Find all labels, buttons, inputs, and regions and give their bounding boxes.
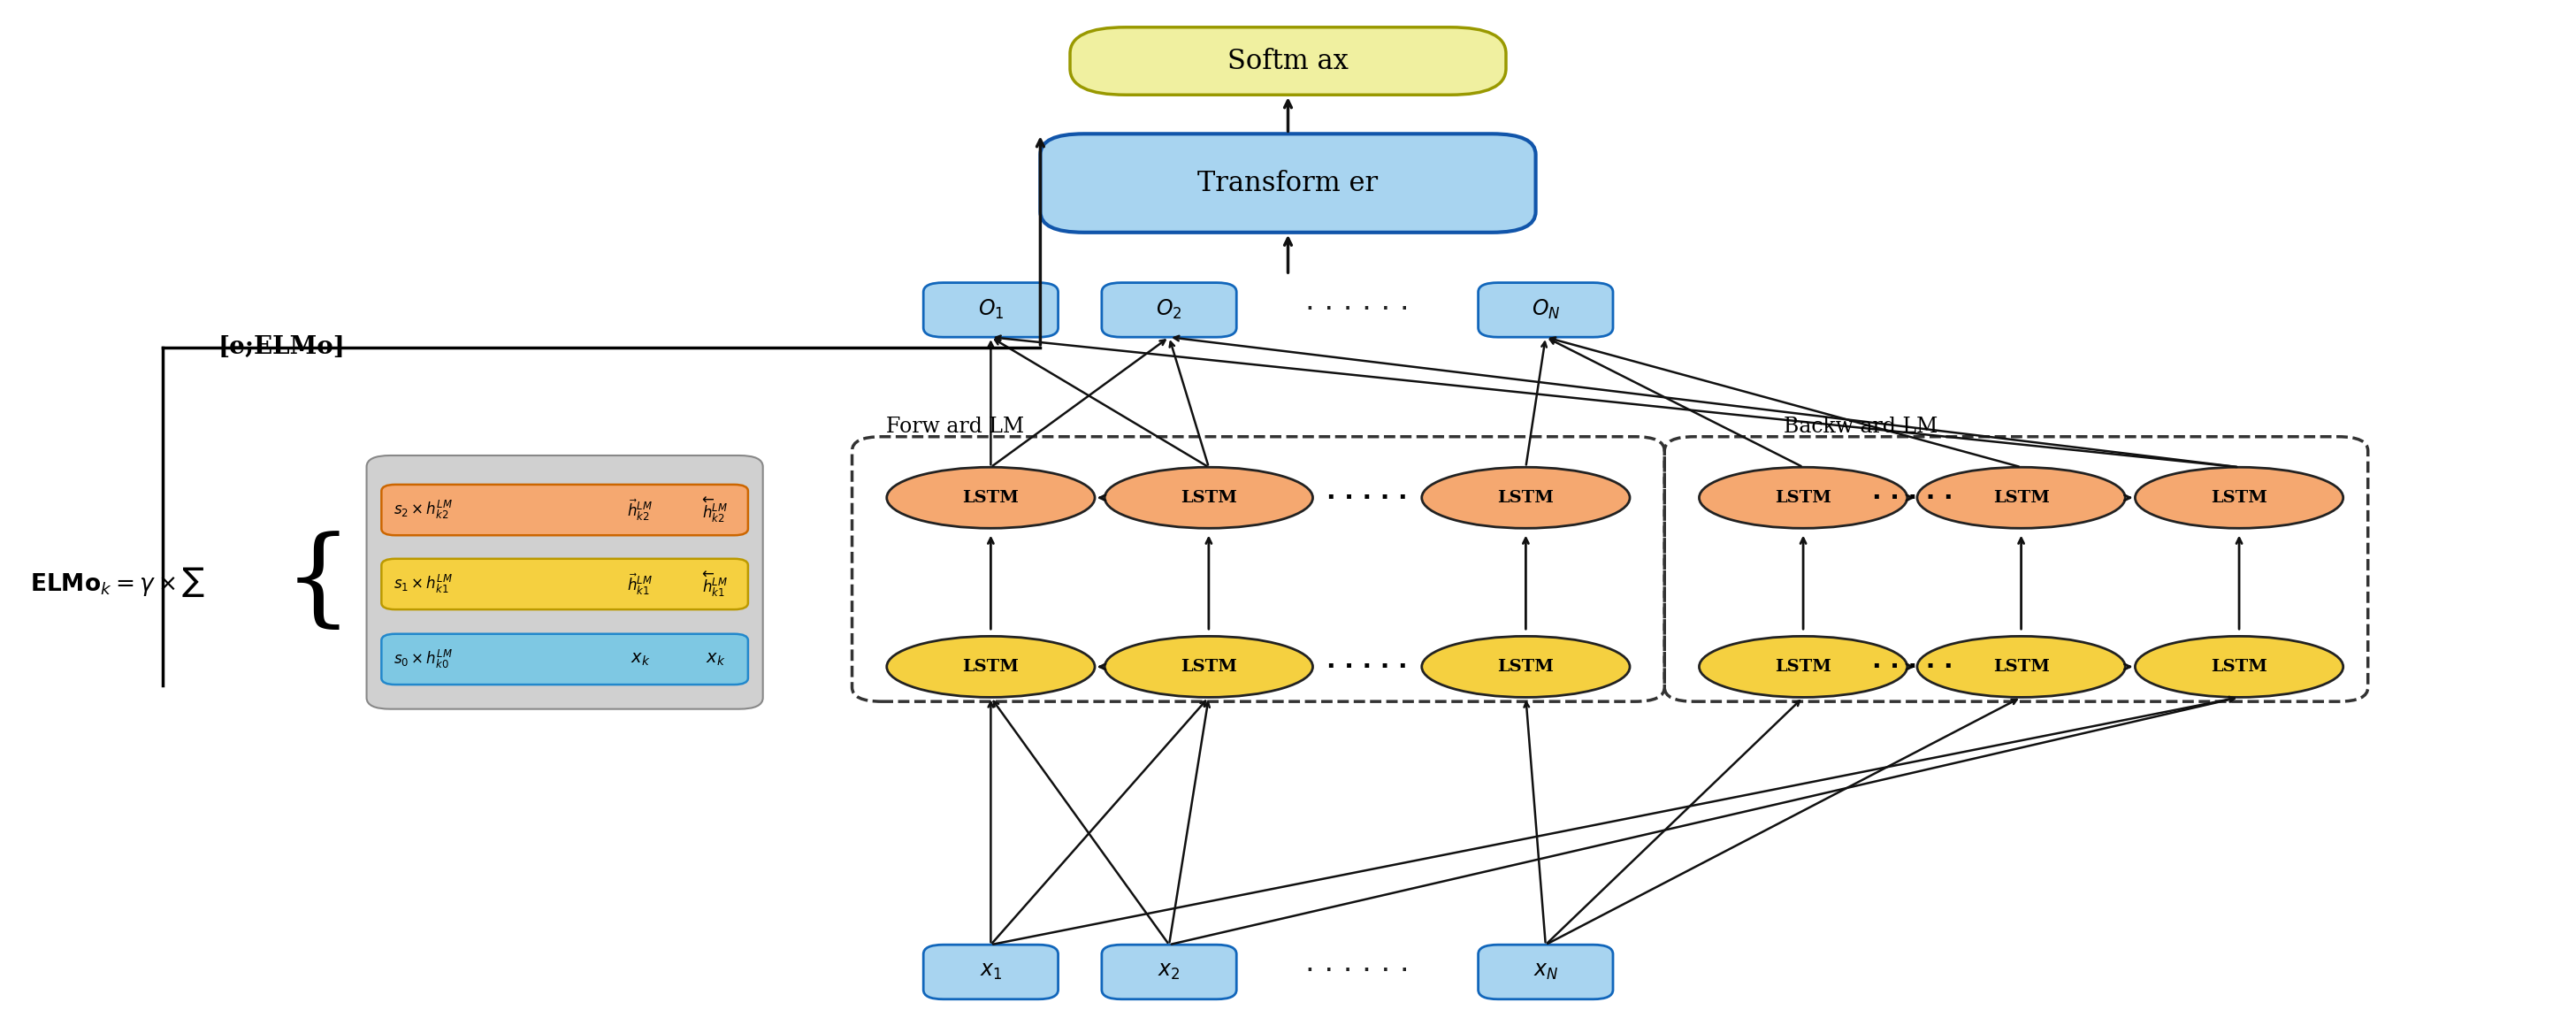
Text: · · · · ·: · · · · · bbox=[1327, 486, 1406, 510]
Ellipse shape bbox=[886, 467, 1095, 528]
Text: $\overleftarrow{h}_{k2}^{LM}$: $\overleftarrow{h}_{k2}^{LM}$ bbox=[703, 496, 729, 524]
Text: LSTM: LSTM bbox=[1180, 490, 1236, 506]
Text: LSTM: LSTM bbox=[1497, 659, 1553, 675]
Text: $x_k$: $x_k$ bbox=[631, 651, 649, 667]
Ellipse shape bbox=[2136, 467, 2344, 528]
FancyBboxPatch shape bbox=[922, 945, 1059, 999]
FancyBboxPatch shape bbox=[1103, 283, 1236, 337]
Text: $s_0 \times h_{k0}^{LM}$: $s_0 \times h_{k0}^{LM}$ bbox=[394, 648, 453, 670]
Text: $x_2$: $x_2$ bbox=[1157, 962, 1180, 982]
Text: $O_1$: $O_1$ bbox=[979, 299, 1005, 321]
Ellipse shape bbox=[1917, 467, 2125, 528]
Text: LSTM: LSTM bbox=[1775, 490, 1832, 506]
FancyBboxPatch shape bbox=[1103, 945, 1236, 999]
Ellipse shape bbox=[886, 636, 1095, 697]
Text: {: { bbox=[283, 531, 353, 634]
Text: $x_k$: $x_k$ bbox=[706, 651, 726, 667]
FancyBboxPatch shape bbox=[381, 634, 747, 685]
Text: · · · · · ·: · · · · · · bbox=[1306, 958, 1409, 987]
Ellipse shape bbox=[1422, 467, 1631, 528]
Text: LSTM: LSTM bbox=[1775, 659, 1832, 675]
Text: · · · · ·: · · · · · bbox=[1873, 486, 1953, 510]
Ellipse shape bbox=[1917, 636, 2125, 697]
Text: $x_1$: $x_1$ bbox=[979, 962, 1002, 982]
Text: · · · · · ·: · · · · · · bbox=[1306, 295, 1409, 324]
Text: LSTM: LSTM bbox=[1994, 659, 2050, 675]
Text: $\overleftarrow{h}_{k1}^{LM}$: $\overleftarrow{h}_{k1}^{LM}$ bbox=[703, 570, 729, 598]
Text: Softm ax: Softm ax bbox=[1229, 48, 1347, 74]
FancyBboxPatch shape bbox=[366, 456, 762, 709]
Text: LSTM: LSTM bbox=[963, 659, 1020, 675]
FancyBboxPatch shape bbox=[1479, 945, 1613, 999]
Ellipse shape bbox=[1700, 636, 1906, 697]
Text: Forw ard LM: Forw ard LM bbox=[886, 416, 1023, 437]
Text: LSTM: LSTM bbox=[1994, 490, 2050, 506]
Text: $s_1 \times h_{k1}^{LM}$: $s_1 \times h_{k1}^{LM}$ bbox=[394, 573, 453, 595]
Text: Backw ard LM: Backw ard LM bbox=[1783, 416, 1937, 437]
Ellipse shape bbox=[1105, 636, 1314, 697]
Text: · · · · ·: · · · · · bbox=[1327, 654, 1406, 679]
FancyBboxPatch shape bbox=[381, 559, 747, 609]
Text: $\mathbf{ELMo}_k = \gamma \times \sum$: $\mathbf{ELMo}_k = \gamma \times \sum$ bbox=[31, 566, 204, 599]
Ellipse shape bbox=[2136, 636, 2344, 697]
Ellipse shape bbox=[1105, 467, 1314, 528]
Text: $x_N$: $x_N$ bbox=[1533, 962, 1558, 982]
Text: LSTM: LSTM bbox=[2210, 490, 2267, 506]
FancyBboxPatch shape bbox=[1069, 27, 1507, 95]
Text: Transform er: Transform er bbox=[1198, 169, 1378, 197]
Ellipse shape bbox=[1700, 467, 1906, 528]
Text: · · · · ·: · · · · · bbox=[1873, 654, 1953, 679]
Text: $O_2$: $O_2$ bbox=[1157, 299, 1182, 321]
Text: LSTM: LSTM bbox=[1180, 659, 1236, 675]
FancyBboxPatch shape bbox=[922, 283, 1059, 337]
FancyBboxPatch shape bbox=[1041, 134, 1535, 232]
Text: $\vec{h}_{k2}^{LM}$: $\vec{h}_{k2}^{LM}$ bbox=[626, 497, 652, 523]
FancyBboxPatch shape bbox=[381, 484, 747, 535]
Text: [e;ELMo]: [e;ELMo] bbox=[219, 336, 345, 359]
Text: $s_2 \times h_{k2}^{LM}$: $s_2 \times h_{k2}^{LM}$ bbox=[394, 499, 453, 521]
Text: LSTM: LSTM bbox=[1497, 490, 1553, 506]
Text: LSTM: LSTM bbox=[2210, 659, 2267, 675]
Text: $\vec{h}_{k1}^{LM}$: $\vec{h}_{k1}^{LM}$ bbox=[626, 571, 652, 597]
FancyBboxPatch shape bbox=[1479, 283, 1613, 337]
Ellipse shape bbox=[1422, 636, 1631, 697]
Text: LSTM: LSTM bbox=[963, 490, 1020, 506]
Text: $O_N$: $O_N$ bbox=[1530, 299, 1561, 321]
